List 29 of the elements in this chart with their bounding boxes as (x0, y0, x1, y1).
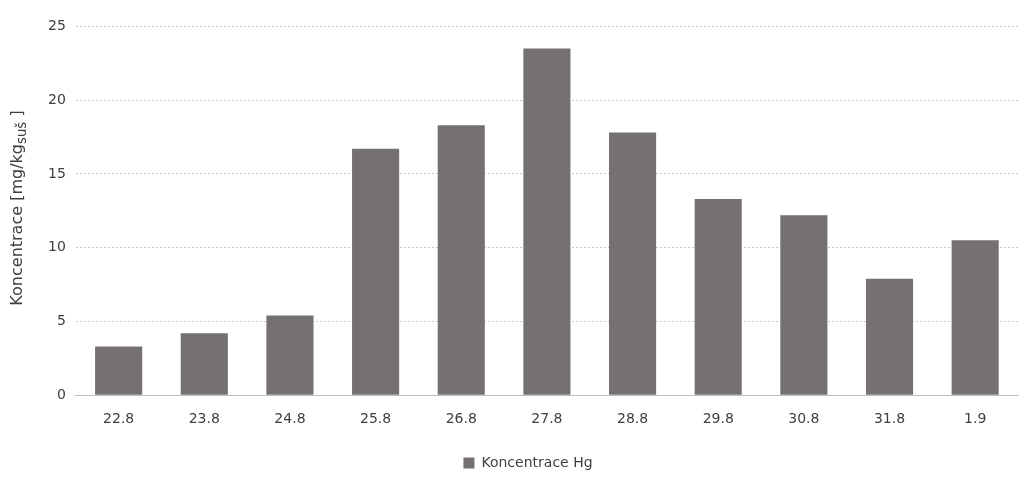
y-tick-label: 15 (47, 164, 66, 181)
x-tick-label: 31.8 (873, 410, 906, 427)
x-tick-label: 25.8 (360, 410, 392, 427)
bar (523, 48, 571, 395)
bar (694, 199, 742, 395)
y-tick-label: 25 (47, 17, 66, 34)
bar (180, 333, 228, 395)
y-tick-label: 5 (56, 312, 66, 329)
bar (352, 148, 400, 395)
bar (951, 240, 999, 395)
y-tick-label: 10 (47, 238, 66, 255)
x-tick-label: 29.8 (702, 410, 734, 427)
x-tick-label: 24.8 (274, 410, 306, 427)
bar (266, 315, 314, 395)
x-tick-label: 1.9 (964, 410, 987, 427)
bar (95, 346, 143, 395)
bar (437, 125, 485, 395)
x-tick-label: 22.8 (103, 410, 135, 427)
x-tick-label: 26.8 (445, 410, 477, 427)
bar (609, 132, 657, 395)
bar (865, 278, 914, 395)
legend-label: Koncentrace Hg (481, 453, 593, 470)
x-tick-label: 30.8 (788, 410, 820, 427)
x-tick-label: 28.8 (616, 410, 649, 427)
y-tick-label: 0 (56, 385, 66, 402)
y-tick-label: 20 (47, 90, 66, 107)
x-tick-label: 23.8 (188, 410, 220, 427)
bar (780, 215, 828, 395)
x-tick-label: 27.8 (531, 410, 563, 427)
